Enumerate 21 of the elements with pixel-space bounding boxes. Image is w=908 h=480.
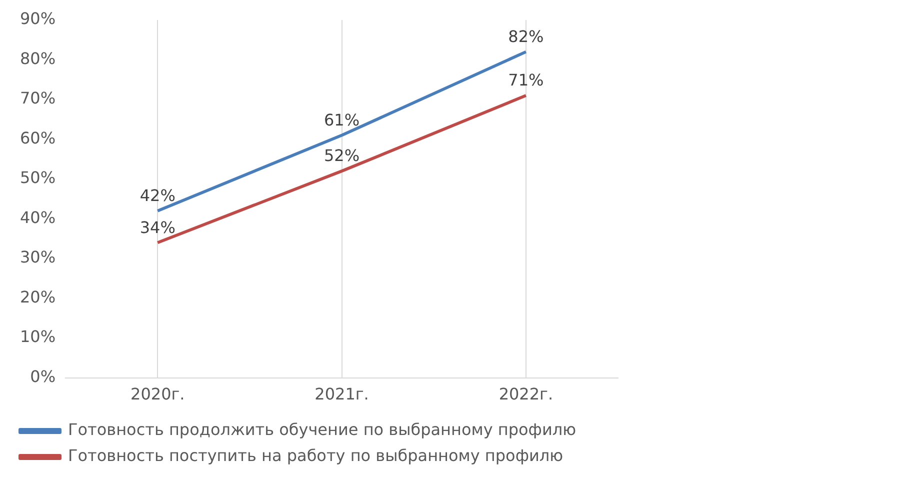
legend-label: Готовность поступить на работу по выбранному профилю (68, 446, 564, 466)
data-label: 34% (140, 218, 176, 237)
y-tick-label: 60% (20, 128, 56, 148)
legend-label: Готовность продолжить обучение по выбранному профилю (68, 420, 576, 440)
y-tick-label: 70% (20, 88, 56, 108)
data-label: 82% (508, 26, 544, 46)
data-label: 61% (324, 110, 360, 130)
y-tick-label: 80% (20, 48, 56, 68)
y-tick-label: 40% (20, 208, 56, 227)
y-tick-label: 10% (20, 327, 56, 346)
x-tick-label: 2021г. (314, 384, 369, 404)
x-tick-label: 2022г. (498, 384, 554, 404)
data-label: 52% (324, 146, 360, 166)
y-tick-label: 0% (30, 366, 56, 386)
y-tick-label: 30% (20, 248, 56, 267)
x-tick-label: 2020г. (130, 384, 185, 404)
y-tick-label: 90% (20, 9, 56, 28)
data-label: 42% (140, 186, 176, 205)
y-tick-label: 20% (20, 287, 56, 306)
data-label: 71% (508, 70, 544, 90)
y-tick-label: 50% (20, 168, 56, 188)
